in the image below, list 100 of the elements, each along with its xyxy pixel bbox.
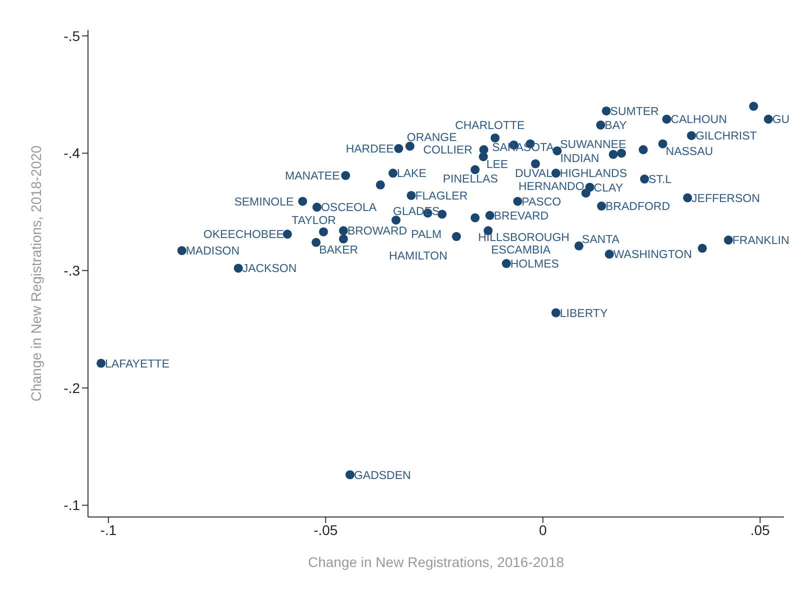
point <box>478 152 488 162</box>
data-label: GADSDEN <box>354 470 411 482</box>
point <box>530 159 540 168</box>
point <box>608 150 618 159</box>
data-label: SEMINOLE <box>234 196 294 208</box>
data-label: NASSAU <box>666 146 714 158</box>
data-label: OKEECHOBEE <box>203 229 284 242</box>
data-label: PINELLAS <box>442 174 498 186</box>
point <box>698 244 707 253</box>
data-label: CLAY <box>594 182 624 194</box>
y-tick-label: -.4 <box>64 145 80 162</box>
point <box>177 246 186 256</box>
point <box>749 102 758 111</box>
data-label: HILLSBOROUGH <box>478 232 570 244</box>
data-label: SANTA <box>582 234 620 246</box>
point <box>96 358 106 368</box>
data-label: BAKER <box>319 244 358 256</box>
y-tick-label: -.2 <box>64 380 80 396</box>
data-label: TAYLOR <box>292 214 336 227</box>
data-label: HOLMES <box>510 258 560 271</box>
data-label: BAY <box>604 120 628 132</box>
x-tick-label: -.05 <box>314 522 338 538</box>
y-tick-label: -.3 <box>64 262 80 279</box>
data-label: LIBERTY <box>560 308 608 320</box>
point <box>596 120 606 130</box>
point <box>338 234 348 244</box>
point <box>345 470 354 480</box>
point <box>683 193 692 202</box>
point <box>513 196 522 206</box>
point <box>452 232 461 242</box>
point <box>617 148 626 158</box>
point <box>234 264 243 273</box>
data-label: GU <box>772 114 790 126</box>
data-label: LAFAYETTE <box>105 358 170 370</box>
data-label: HARDEE <box>346 144 394 156</box>
point <box>686 131 696 140</box>
data-label: FRANKLIN <box>732 235 790 248</box>
y-axis-title: Change in New Registrations, 2018-2020 <box>28 145 44 402</box>
data-label: SUMTER <box>610 106 659 118</box>
y-tick-label: -.1 <box>64 497 80 514</box>
data-label: WASHINGTON <box>613 249 692 262</box>
data-label: LEE <box>486 158 508 171</box>
data-label: ST.L <box>648 174 672 186</box>
point <box>585 182 594 192</box>
point <box>394 144 404 154</box>
point <box>282 230 292 239</box>
data-label: COLLIER <box>423 144 472 157</box>
x-axis-title: Change in New Registrations, 2016-2018 <box>308 554 564 570</box>
data-label: BREVARD <box>494 210 549 222</box>
point <box>604 250 614 259</box>
data-label: BROWARD <box>347 226 408 238</box>
data-label: INDIAN <box>560 152 600 165</box>
x-tick-label: 0 <box>538 522 547 538</box>
point <box>312 238 321 247</box>
data-label: MADISON <box>186 246 240 258</box>
point <box>406 190 416 200</box>
point <box>597 202 606 211</box>
point <box>638 145 648 154</box>
point <box>318 227 328 236</box>
data-label: JACKSON <box>242 263 297 276</box>
data-label: GILCHRIST <box>695 130 757 143</box>
data-label: SUWANNEE <box>560 139 626 152</box>
point <box>662 114 672 124</box>
point <box>574 241 584 250</box>
point <box>388 168 398 178</box>
data-label: HIGHLANDS <box>560 168 628 180</box>
data-label: MANATEE <box>285 170 340 183</box>
point <box>376 180 385 190</box>
point <box>502 259 511 268</box>
data-label: CALHOUN <box>670 114 727 126</box>
data-label: HERNANDO <box>518 181 584 194</box>
point <box>764 114 773 124</box>
point <box>341 171 350 180</box>
data-label: LAKE <box>396 168 427 180</box>
point <box>490 133 500 142</box>
point <box>724 236 733 245</box>
data-label: PALM <box>411 229 442 242</box>
data-label: ESCAMBIA <box>491 244 551 257</box>
point <box>470 213 480 222</box>
data-label: JEFFERSON <box>692 192 760 205</box>
point <box>640 174 650 184</box>
data-label: HAMILTON <box>389 250 448 263</box>
point <box>392 216 401 225</box>
y-tick-label: -.5 <box>64 28 80 44</box>
x-tick-label: -.1 <box>100 522 117 538</box>
point <box>298 196 308 206</box>
point <box>470 165 480 174</box>
point <box>338 226 348 236</box>
point <box>658 139 668 148</box>
point <box>602 106 611 116</box>
point <box>485 210 494 220</box>
point <box>312 202 322 212</box>
data-label: BRADFORD <box>606 201 670 214</box>
data-label: FLAGLER <box>415 190 468 202</box>
data-label: PASCO <box>522 196 562 208</box>
data-label: CHARLOTTE <box>455 120 526 132</box>
data-label: ORANGE <box>406 132 458 144</box>
point <box>405 142 414 151</box>
point <box>551 308 560 318</box>
x-tick-label: .05 <box>750 522 770 538</box>
